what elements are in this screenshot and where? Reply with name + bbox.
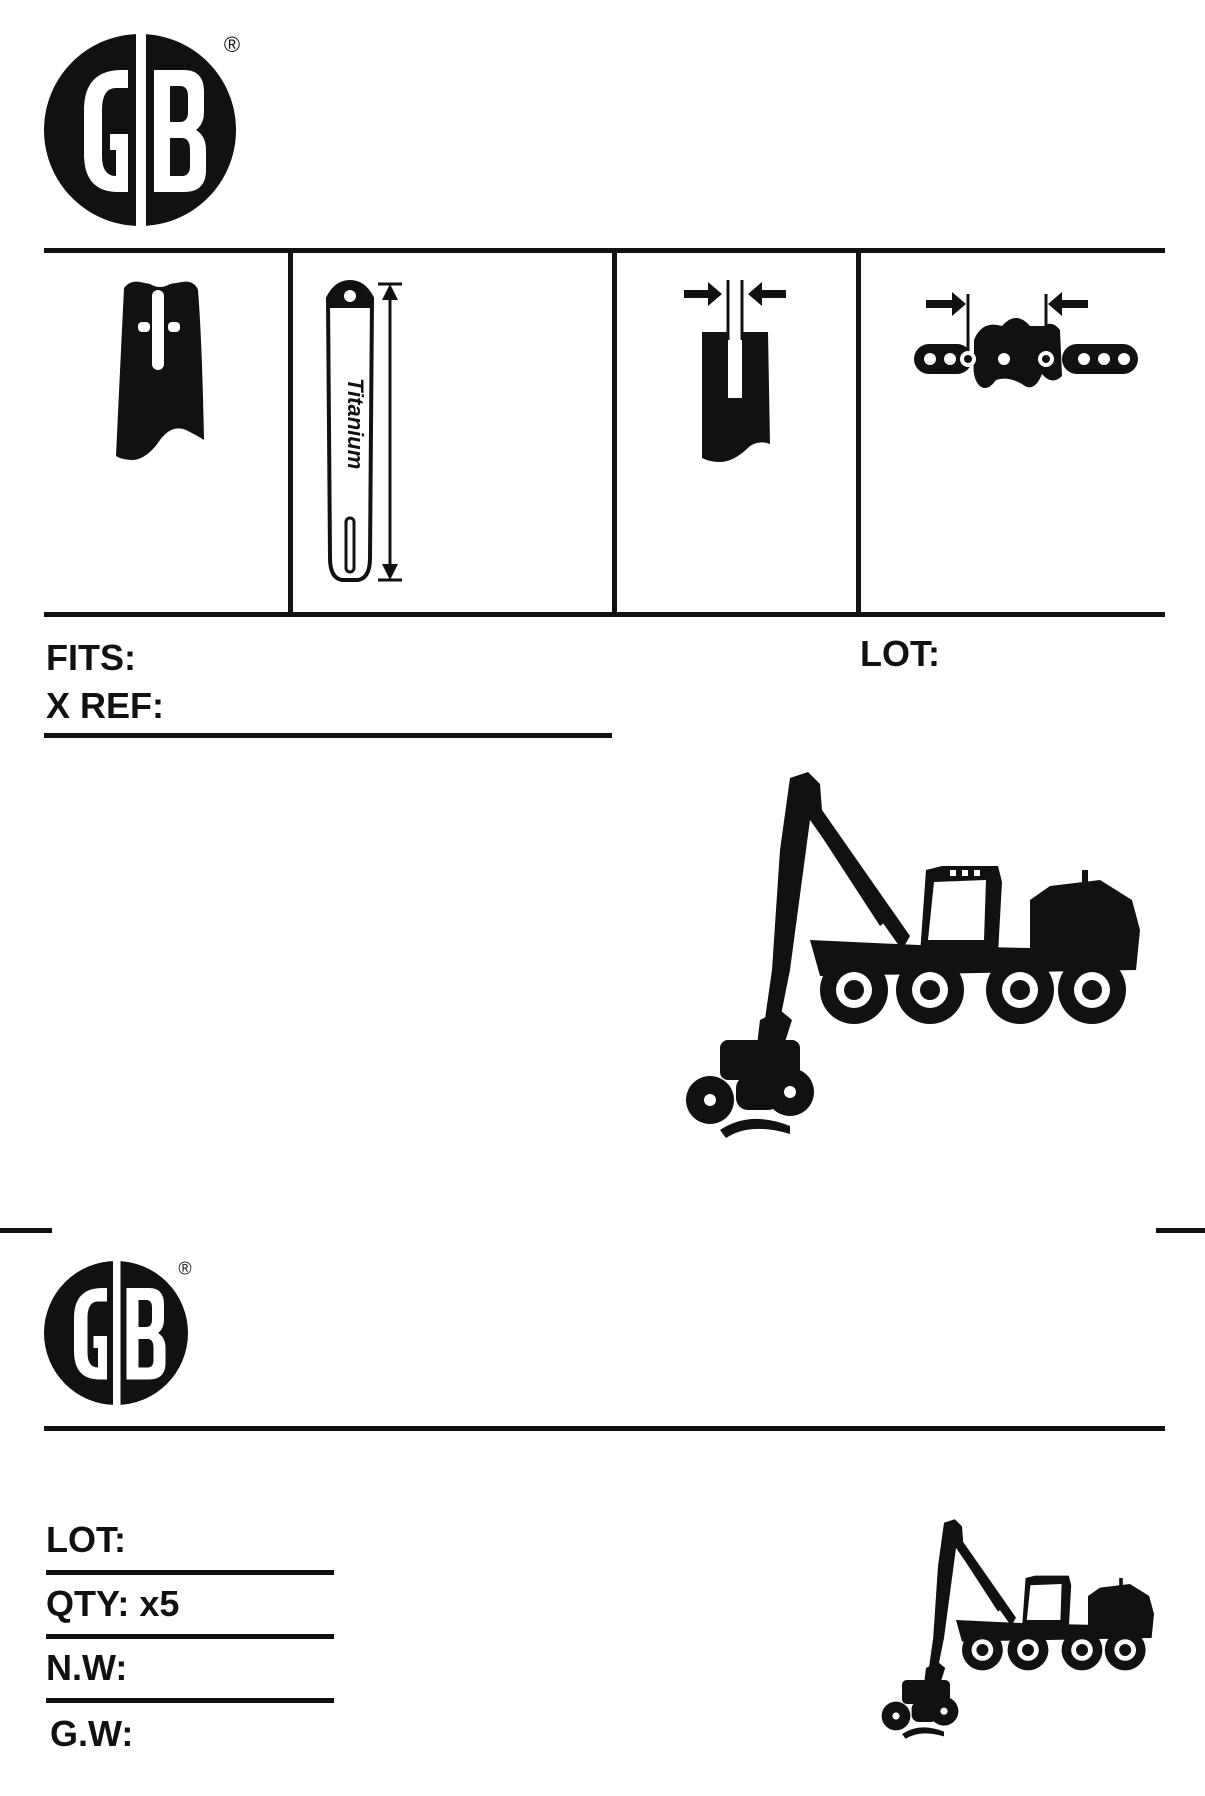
nw-label: N.W: — [46, 1647, 128, 1688]
xref-underline — [44, 733, 612, 738]
table-divider-2 — [612, 250, 617, 614]
chain-pitch-cell — [912, 290, 1142, 410]
table-divider-3 — [856, 250, 861, 614]
bar-nose-cell — [110, 280, 210, 470]
brand-logo-bottom: ® — [44, 1258, 194, 1408]
qty-underline — [46, 1634, 334, 1639]
table-top-border — [44, 248, 1165, 253]
lot-label-top: LOT: — [860, 633, 940, 674]
lot-label-bottom: LOT: — [46, 1519, 126, 1560]
table-divider-1 — [288, 250, 293, 614]
cut-mark-right — [1156, 1228, 1205, 1233]
bar-brand-text: Titanium — [343, 378, 368, 469]
chain-pitch-icon — [914, 292, 1138, 389]
groove-gauge-icon — [684, 280, 786, 462]
groove-gauge-cell — [680, 280, 790, 470]
registered-mark: ® — [178, 1259, 191, 1279]
bar-length-icon: Titanium — [325, 279, 402, 582]
table-bottom-border — [44, 612, 1165, 617]
bar-length-cell: Titanium — [312, 278, 412, 590]
harvester-icon — [686, 772, 1140, 1138]
harvester-illustration-bottom — [878, 1518, 1172, 1746]
cut-mark-left — [0, 1228, 52, 1233]
qty-label: QTY: x5 — [46, 1583, 180, 1624]
registered-mark: ® — [224, 32, 240, 57]
gw-label: G.W: — [50, 1713, 134, 1754]
bottom-divider — [44, 1426, 1165, 1431]
gb-logo-icon: ® — [44, 32, 240, 226]
lot-underline — [46, 1570, 334, 1575]
brand-logo-top: ® — [44, 30, 244, 230]
harvester-illustration-top — [680, 770, 1170, 1150]
nw-underline — [46, 1698, 334, 1703]
gb-logo-icon: ® — [44, 1259, 192, 1405]
fits-label: FITS: — [46, 637, 136, 678]
xref-label: X REF: — [46, 685, 165, 726]
bar-nose-icon — [116, 281, 204, 460]
harvester-icon — [881, 1519, 1154, 1739]
